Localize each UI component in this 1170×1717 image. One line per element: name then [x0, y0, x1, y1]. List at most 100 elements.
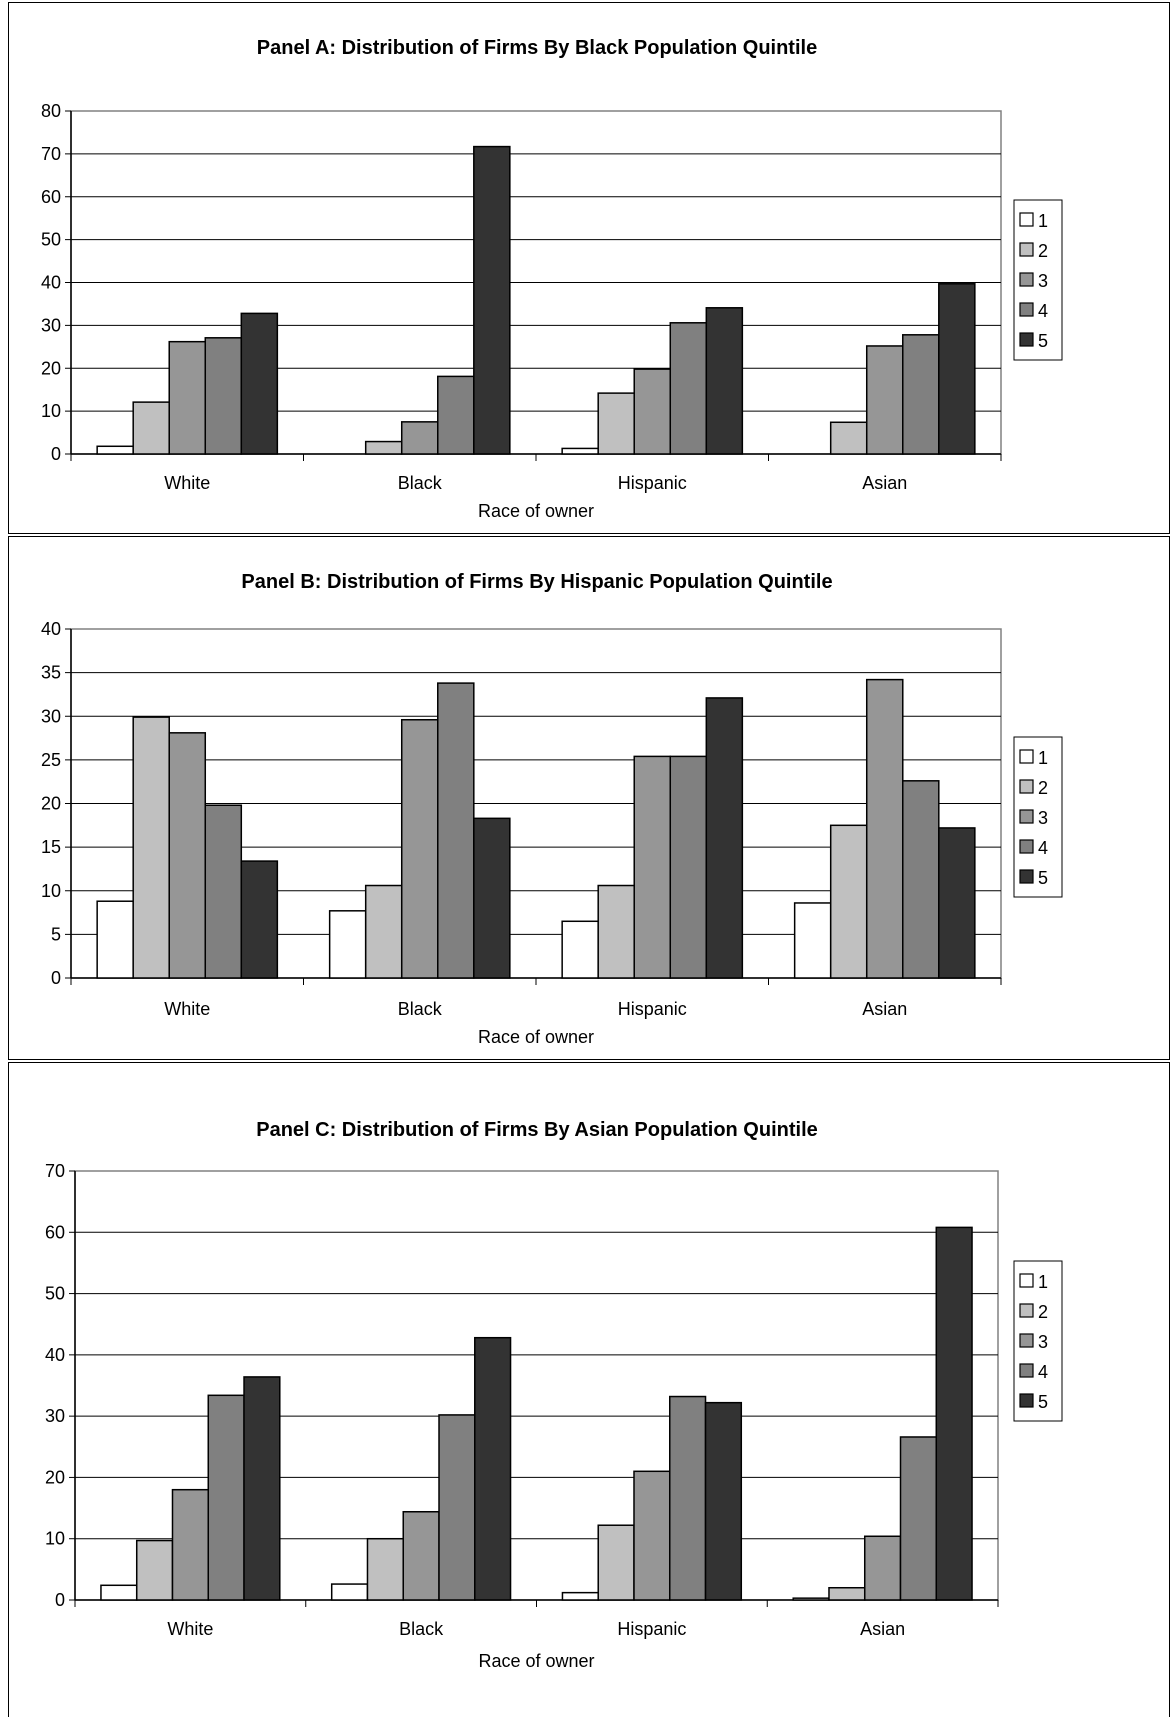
panel-c-bar-black-q1 — [330, 1583, 369, 1601]
panel-c-bar-white-q5 — [243, 1376, 281, 1601]
panel-c-bar-white-q1 — [100, 1584, 138, 1601]
panel-b-bar-black-q5 — [473, 817, 511, 979]
panel-a-chart: Panel A: Distribution of Firms By Black … — [8, 2, 1170, 534]
panel-c-legend-swatch-1 — [1019, 1273, 1034, 1288]
panel-b-legend-swatch-1 — [1019, 749, 1034, 764]
panel-b-category-label: White — [164, 999, 210, 1019]
panel-a-y-tick-label: 30 — [41, 315, 61, 335]
panel-b-bar-asian-q1 — [793, 902, 832, 979]
panel-b-legend-swatch-5 — [1019, 869, 1034, 884]
panel-c-category-label: Black — [399, 1619, 444, 1639]
panel-b-title: Panel B: Distribution of Firms By Hispan… — [241, 571, 832, 593]
panel-a-bar-black-q2 — [364, 440, 403, 455]
panel-a-y-tick-label: 60 — [41, 187, 61, 207]
panel-b-bar-white-q5 — [240, 860, 279, 979]
panel-c-bar-white-q2 — [135, 1539, 174, 1601]
panel-a-bar-black-q3 — [400, 421, 439, 455]
panel-b-bar-hispanic-q3 — [633, 755, 672, 979]
panel-b-bar-white-q3 — [168, 732, 207, 979]
panel-c-legend-swatch-4 — [1019, 1363, 1034, 1378]
panel-a-y-tick-label: 0 — [51, 444, 61, 464]
panel-a-legend-swatch-2 — [1019, 242, 1034, 257]
panel-b-chart: Panel B: Distribution of Firms By Hispan… — [8, 536, 1170, 1060]
panel-a-legend-label: 2 — [1038, 241, 1048, 261]
panel-b-y-tick-label: 10 — [41, 881, 61, 901]
panel-a-bar-black-q5 — [473, 145, 511, 455]
panel-c-y-tick-label: 20 — [45, 1467, 65, 1487]
panel-b-y-tick-label: 35 — [41, 663, 61, 683]
panel-c-bar-black-q2 — [366, 1537, 404, 1601]
panel-b-x-axis-label: Race of owner — [478, 1027, 594, 1047]
panel-a-bar-white-q5 — [240, 312, 279, 455]
panel-a-category-label: Asian — [862, 473, 907, 493]
panel-c-y-tick-label: 10 — [45, 1529, 65, 1549]
panel-c-bar-hispanic-q3 — [633, 1470, 671, 1601]
panel-a-bar-black-q4 — [437, 375, 475, 455]
panel-c-bar-asian-q4 — [899, 1436, 938, 1601]
panel-a-bar-asian-q3 — [865, 345, 904, 455]
panel-c-y-tick-label: 50 — [45, 1284, 65, 1304]
panel-c-legend-swatch-2 — [1019, 1303, 1034, 1318]
panel-c-bar-hispanic-q4 — [669, 1395, 707, 1601]
panel-b-legend-label: 3 — [1038, 808, 1048, 828]
panel-b-bar-hispanic-q1 — [561, 920, 599, 979]
panel-a-legend-label: 5 — [1038, 331, 1048, 351]
panel-b-bar-black-q2 — [364, 884, 403, 979]
panel-c-legend-label: 4 — [1038, 1362, 1048, 1382]
panel-a-title: Panel A: Distribution of Firms By Black … — [257, 37, 817, 59]
panel-b-y-tick-label: 15 — [41, 837, 61, 857]
panel-c-legend-label: 1 — [1038, 1272, 1048, 1292]
panel-c-bar-hispanic-q2 — [597, 1524, 635, 1601]
panel-c-chart: Panel C: Distribution of Firms By Asian … — [8, 1062, 1170, 1717]
panel-a-legend-swatch-4 — [1019, 302, 1034, 317]
panel-a-legend-swatch-3 — [1019, 272, 1034, 287]
panel-a-bar-hispanic-q2 — [597, 392, 635, 455]
panel-c-bar-asian-q5 — [935, 1226, 973, 1601]
panel-a-bar-asian-q5 — [938, 283, 976, 455]
panel-c-bar-white-q3 — [171, 1488, 210, 1601]
panel-b-bar-hispanic-q2 — [597, 884, 635, 979]
panel-b-y-tick-label: 40 — [41, 619, 61, 639]
panel-c-bar-black-q4 — [438, 1414, 476, 1601]
panel-b-legend-swatch-4 — [1019, 839, 1034, 854]
panel-b-legend-swatch-2 — [1019, 779, 1034, 794]
panel-c-category-label: White — [167, 1619, 213, 1639]
panel-a-legend-label: 4 — [1038, 301, 1048, 321]
panel-a-bar-white-q1 — [96, 445, 134, 455]
panel-b-bar-white-q4 — [204, 804, 243, 979]
panel-b-category-label: Hispanic — [618, 999, 687, 1019]
panel-a-category-label: Black — [398, 473, 443, 493]
panel-a-bar-hispanic-q3 — [633, 368, 672, 455]
panel-a-legend-label: 1 — [1038, 211, 1048, 231]
panel-a-y-tick-label: 40 — [41, 273, 61, 293]
panel-b-y-tick-label: 5 — [51, 924, 61, 944]
panel-a-bar-white-q3 — [168, 340, 207, 455]
panel-a-svg: Panel A: Distribution of Firms By Black … — [41, 37, 1063, 521]
panel-b-legend-label: 1 — [1038, 748, 1048, 768]
panel-b-legend-label: 2 — [1038, 778, 1048, 798]
panel-a-category-label: White — [164, 473, 210, 493]
panel-b-bar-black-q3 — [400, 718, 439, 979]
panel-c-bar-black-q5 — [474, 1336, 512, 1601]
panel-a-bar-asian-q4 — [902, 334, 940, 455]
panel-b-legend-label: 4 — [1038, 838, 1048, 858]
panel-b-category-label: Asian — [862, 999, 907, 1019]
panel-a-bar-hispanic-q4 — [669, 322, 708, 455]
panel-b-bar-asian-q3 — [865, 678, 904, 979]
panel-c-legend-swatch-5 — [1019, 1393, 1034, 1408]
panel-a-x-axis-label: Race of owner — [478, 501, 594, 521]
panel-c-legend-label: 2 — [1038, 1302, 1048, 1322]
panel-c-bar-hispanic-q1 — [561, 1591, 599, 1601]
panel-c-x-axis-label: Race of owner — [478, 1651, 594, 1671]
panel-b-bar-asian-q2 — [829, 824, 868, 979]
panel-b-bar-asian-q4 — [902, 780, 940, 979]
panel-c-y-tick-label: 60 — [45, 1222, 65, 1242]
panel-c-y-tick-label: 40 — [45, 1345, 65, 1365]
panel-b-bar-black-q4 — [437, 682, 475, 979]
panel-b-bar-white-q1 — [96, 900, 134, 979]
panel-a-category-label: Hispanic — [618, 473, 687, 493]
panel-b-bar-white-q2 — [132, 716, 170, 979]
panel-a-legend-label: 3 — [1038, 271, 1048, 291]
panel-c-y-tick-label: 30 — [45, 1406, 65, 1426]
panel-b-bar-black-q1 — [328, 910, 367, 979]
